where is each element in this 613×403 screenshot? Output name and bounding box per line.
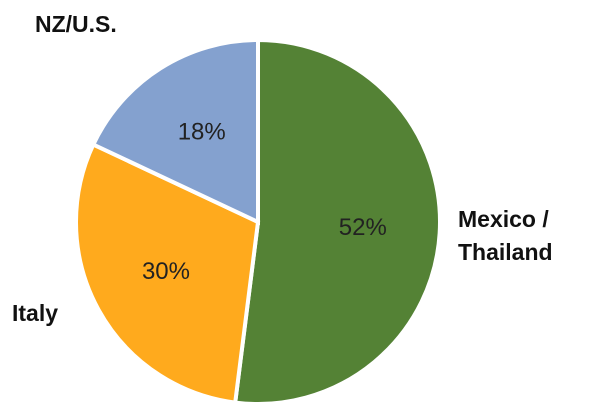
pie-slice bbox=[74, 141, 261, 403]
pie-slice bbox=[233, 37, 442, 403]
value-label: 52% bbox=[339, 214, 387, 241]
category-label: Italy bbox=[12, 300, 59, 326]
value-label: 18% bbox=[178, 119, 226, 146]
category-label: Mexico / Thailand bbox=[458, 206, 553, 265]
category-label: NZ/U.S. bbox=[35, 11, 117, 37]
value-label: 30% bbox=[142, 258, 190, 285]
pie-slice bbox=[90, 37, 260, 226]
